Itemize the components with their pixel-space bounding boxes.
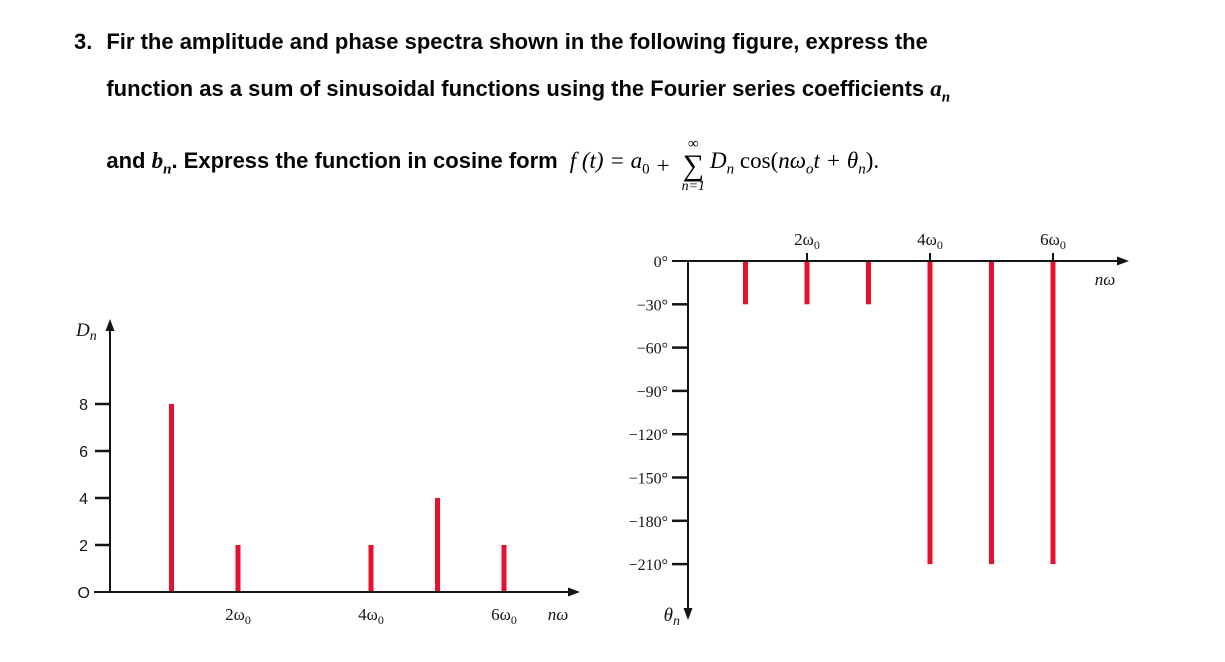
- cos-function: cos(: [734, 148, 779, 174]
- phase-spectrum-chart: 0° −30° −60° −90° −120° −150° −180° −210° 2ω0 4ω0…: [629, 230, 1129, 629]
- problem-number: 3.: [74, 29, 93, 54]
- amplitude-y-tick-label: 4: [79, 491, 88, 508]
- var-a: a: [930, 76, 942, 101]
- phase-x-axis-label: nω: [1095, 270, 1116, 289]
- phase-x-tick-label: 2ω0: [794, 230, 820, 252]
- phase-y-tick-label: −150°: [629, 471, 668, 488]
- sigma-icon: ∑: [682, 148, 705, 182]
- phase-x-axis-arrow: [1117, 256, 1129, 266]
- plus-operator: +: [656, 152, 670, 178]
- n-omega: nω: [778, 148, 806, 174]
- phase-y-tick-label: −90°: [637, 384, 668, 401]
- phase-x-tick-label: 6ω0: [1040, 230, 1066, 252]
- phase-y-tick-label: −30°: [637, 297, 668, 314]
- amplitude-x-tick-label: 4ω0: [358, 605, 384, 627]
- var-b: b: [151, 148, 164, 174]
- amplitude-x-tick-label: 2ω0: [225, 605, 251, 627]
- amplitude-y-axis-arrow: [105, 319, 115, 331]
- amplitude-y-tick-label: 6: [79, 444, 88, 461]
- amplitude-x-axis-label: nω: [548, 605, 569, 624]
- phase-y-axis-arrow: [683, 608, 693, 620]
- term-D: D: [710, 148, 727, 174]
- problem-line-2: function as a sum of sinusoidal function…: [106, 65, 950, 121]
- omega-subscript: o: [806, 161, 814, 178]
- amplitude-y-tick-label: 8: [79, 397, 88, 414]
- summation-symbol: ∞ ∑ n=1: [681, 135, 706, 195]
- summation-upper-limit: ∞: [687, 135, 699, 152]
- phase-y-tick-label: 0°: [654, 254, 668, 271]
- amplitude-x-axis-arrow: [568, 587, 580, 597]
- phase-y-axis-label: θn: [664, 605, 680, 629]
- problem-line-3-text: and bn. Express the function in cosine f…: [106, 137, 557, 193]
- f-of-t: f (t) = a: [569, 148, 643, 174]
- formula-term: Dn cos(nωot + θn).: [710, 137, 879, 194]
- phase-y-tick-label: −210°: [629, 557, 668, 574]
- theta-subscript: n: [858, 161, 866, 178]
- formula-lhs: f (t) = a0: [570, 137, 650, 194]
- phase-y-tick-label: −120°: [629, 427, 668, 444]
- t-plus-theta: t + θ: [813, 148, 859, 174]
- phase-y-tick-label: −60°: [637, 341, 668, 358]
- close-paren: ).: [865, 148, 880, 174]
- amplitude-spectrum-chart: Dn O 2 4 6 8 2ω0 4ω0 6ω0 nω: [75, 319, 580, 627]
- problem-line-2-text: function as a sum of sinusoidal function…: [106, 76, 931, 101]
- origin-label: O: [78, 585, 90, 602]
- problem-line-3: and bn. Express the function in cosine f…: [106, 121, 950, 209]
- phase-y-tick-label: −180°: [629, 514, 668, 531]
- problem-lines: Fir the amplitude and phase spectra show…: [106, 18, 950, 209]
- term-D-subscript: n: [726, 161, 735, 178]
- line-3-rest: . Express the function in cosine form: [171, 148, 558, 174]
- problem-statement: 3. Fir the amplitude and phase spectra s…: [74, 18, 950, 209]
- amplitude-x-tick-label: 6ω0: [491, 605, 517, 627]
- summation-lower-limit: n=1: [681, 179, 706, 195]
- a0-subscript: 0: [642, 161, 650, 178]
- amplitude-y-tick-label: 2: [79, 538, 88, 555]
- problem-line-1: Fir the amplitude and phase spectra show…: [106, 29, 928, 54]
- line-3-pre: and: [106, 148, 152, 174]
- amplitude-y-axis-label: Dn: [75, 320, 97, 344]
- phase-x-tick-label: 4ω0: [917, 230, 943, 252]
- var-b-subscript: n: [163, 161, 172, 178]
- var-a-subscript: n: [941, 89, 951, 106]
- fourier-cosine-formula: f (t) = a0 + ∞ ∑ n=1 Dn cos(nωot + θn).: [570, 135, 879, 195]
